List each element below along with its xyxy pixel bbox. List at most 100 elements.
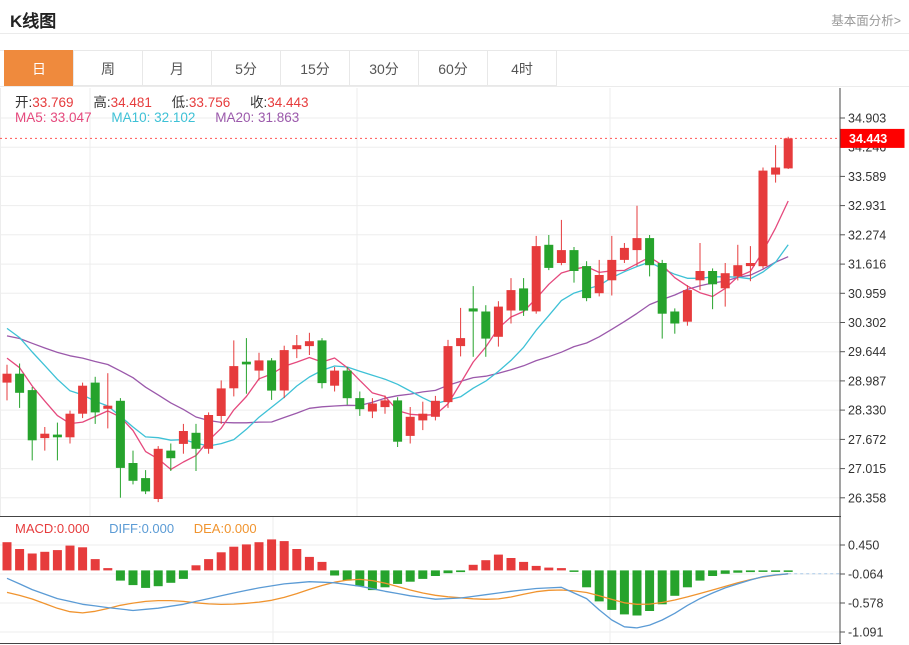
macd-bar bbox=[657, 570, 667, 605]
macd-bar bbox=[745, 570, 755, 573]
dea-value: 0.000 bbox=[224, 521, 257, 536]
candle-body bbox=[355, 398, 365, 410]
dea-label: DEA: bbox=[193, 521, 225, 536]
macd-bar bbox=[569, 570, 579, 572]
candle-body bbox=[519, 288, 529, 311]
diff-label: DIFF: bbox=[109, 521, 142, 536]
macd-bar bbox=[15, 549, 25, 571]
tab-4hour[interactable]: 4时 bbox=[487, 50, 557, 86]
candle-body bbox=[619, 247, 629, 260]
candle-body bbox=[745, 263, 755, 267]
tab-day[interactable]: 日 bbox=[4, 50, 74, 86]
macd-bar bbox=[2, 542, 12, 571]
axis-label: -1.091 bbox=[848, 626, 883, 640]
macd-bar bbox=[531, 565, 541, 571]
candle-body bbox=[191, 432, 201, 449]
ma5-value: 33.047 bbox=[50, 110, 92, 125]
macd-bar bbox=[645, 570, 655, 611]
macd-bar bbox=[254, 542, 264, 571]
tab-30min[interactable]: 30分 bbox=[349, 50, 419, 86]
macd-bar bbox=[418, 570, 428, 579]
candle-body bbox=[708, 271, 718, 285]
candle-body bbox=[456, 338, 466, 347]
axis-label: 32.931 bbox=[848, 199, 886, 213]
axis-label: 30.302 bbox=[848, 316, 886, 330]
macd-bar bbox=[443, 570, 453, 574]
macd-bar bbox=[771, 570, 781, 572]
candle-body bbox=[468, 308, 478, 312]
axis-label: -0.064 bbox=[848, 568, 883, 582]
macd-bar bbox=[632, 570, 642, 616]
macd-bar bbox=[682, 570, 692, 588]
page-header: K线图 基本面分析> bbox=[0, 0, 909, 33]
macd-bar bbox=[90, 559, 100, 571]
candle-body bbox=[90, 382, 100, 413]
macd-bar bbox=[40, 551, 50, 571]
candle-body bbox=[481, 311, 491, 339]
macd-bar bbox=[115, 570, 125, 581]
macd-bar bbox=[241, 544, 251, 571]
low-value: 33.756 bbox=[188, 95, 231, 110]
candle-body bbox=[103, 405, 113, 409]
macd-bar bbox=[695, 570, 705, 581]
macd-bar bbox=[720, 570, 730, 574]
macd-bar bbox=[783, 570, 793, 572]
candle-body bbox=[733, 265, 743, 277]
macd-bar bbox=[556, 568, 566, 571]
candle-body bbox=[682, 290, 692, 322]
tab-5min[interactable]: 5分 bbox=[211, 50, 281, 86]
candle-body bbox=[493, 306, 503, 337]
macd-bar bbox=[267, 539, 277, 571]
current-price-tag bbox=[840, 128, 905, 148]
macd-bar bbox=[78, 547, 88, 571]
candle-body bbox=[783, 138, 793, 169]
macd-bar bbox=[670, 570, 680, 596]
low-label: 低: bbox=[171, 95, 189, 110]
candle-body bbox=[166, 450, 176, 459]
macd-bar bbox=[279, 541, 289, 571]
candle-body bbox=[40, 433, 50, 439]
axis-label: 26.358 bbox=[848, 491, 886, 505]
candle-body bbox=[15, 373, 25, 393]
candle-body bbox=[531, 246, 541, 312]
axis-label: 28.330 bbox=[848, 404, 886, 418]
macd-bar bbox=[758, 570, 768, 572]
macd-bar bbox=[607, 570, 617, 610]
macd-bar bbox=[430, 570, 440, 576]
candle-body bbox=[556, 250, 566, 263]
ma20-value: 31.863 bbox=[258, 110, 300, 125]
macd-bar bbox=[506, 558, 516, 571]
macd-bar bbox=[330, 570, 340, 576]
open-label: 开: bbox=[15, 95, 33, 110]
fundamental-analysis-link[interactable]: 基本面分析> bbox=[831, 14, 901, 28]
macd-bar bbox=[52, 550, 62, 571]
tabbar-bottom-line bbox=[0, 86, 909, 87]
dea-line bbox=[6, 573, 789, 614]
macd-bar bbox=[342, 570, 352, 581]
macd-bar bbox=[594, 570, 604, 602]
candle-body bbox=[544, 244, 554, 268]
tab-60min[interactable]: 60分 bbox=[418, 50, 488, 86]
high-label: 高: bbox=[93, 95, 111, 110]
tab-month[interactable]: 月 bbox=[142, 50, 212, 86]
candle-body bbox=[582, 266, 592, 299]
macd-bar bbox=[456, 570, 466, 573]
high-value: 34.481 bbox=[110, 95, 152, 110]
candle-body bbox=[304, 341, 314, 347]
macd-bar bbox=[216, 552, 226, 571]
macd-bar bbox=[304, 556, 314, 571]
tab-15min[interactable]: 15分 bbox=[280, 50, 350, 86]
period-tab-bar: 日周月 5分 15分 30分 60分 4时 bbox=[4, 50, 557, 86]
candle-body bbox=[267, 360, 277, 391]
macd-readout: MACD:0.000 DIFF:0.000 DEA:0.000 bbox=[15, 521, 273, 536]
header-divider bbox=[0, 33, 909, 34]
candle-body bbox=[393, 400, 403, 442]
candle-body bbox=[670, 311, 680, 324]
tab-week[interactable]: 周 bbox=[73, 50, 143, 86]
macd-label: MACD: bbox=[15, 521, 57, 536]
macd-bar bbox=[153, 570, 163, 587]
macd-bar bbox=[103, 568, 113, 571]
candle-body bbox=[65, 413, 75, 438]
macd-bar bbox=[128, 570, 138, 586]
